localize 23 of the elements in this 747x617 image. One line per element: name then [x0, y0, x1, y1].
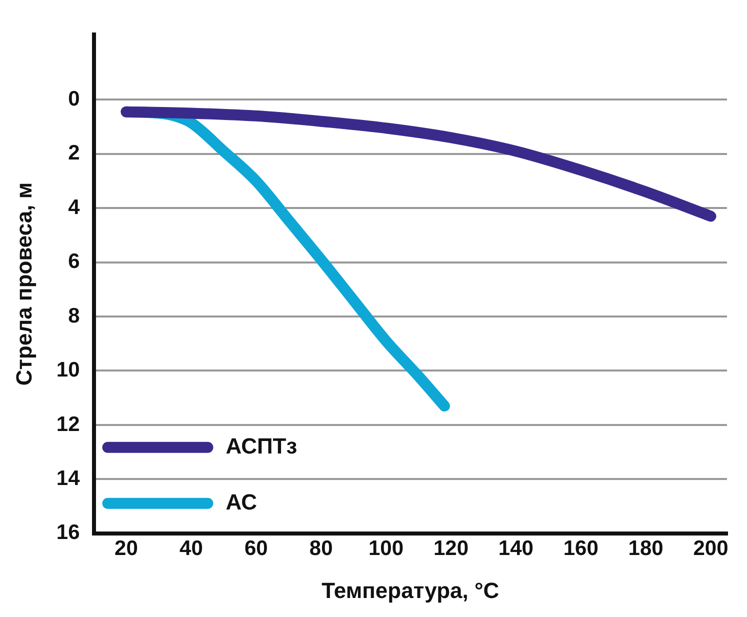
y-tick-label: 8 [68, 304, 80, 328]
x-tick-label: 160 [563, 536, 598, 560]
x-tick-label: 180 [628, 536, 664, 560]
y-tick-label: 10 [56, 358, 80, 382]
y-tick-label: 4 [68, 196, 80, 219]
y-tick-label: 2 [68, 142, 80, 165]
x-tick-label: 200 [693, 536, 728, 560]
x-tick-label: 80 [309, 536, 333, 560]
y-tick-label: 14 [56, 466, 80, 490]
y-tick-label: 16 [56, 521, 80, 544]
y-tick-label: 0 [68, 87, 80, 110]
legend-label: АС [226, 489, 258, 514]
x-tick-label: 100 [368, 536, 404, 560]
legend-label: АСПТз [226, 433, 298, 458]
y-tick-label: 6 [68, 250, 80, 274]
x-tick-label: 120 [433, 536, 468, 560]
x-tick-label: 140 [498, 536, 534, 560]
x-tick-label: 60 [244, 536, 268, 560]
x-axis-title: Температура, °C [322, 578, 500, 603]
y-tick-label: 12 [56, 412, 80, 436]
x-tick-label: 40 [180, 536, 203, 560]
y-axis-title: Стрела провеса, м [11, 182, 36, 386]
x-tick-label: 20 [114, 536, 138, 560]
